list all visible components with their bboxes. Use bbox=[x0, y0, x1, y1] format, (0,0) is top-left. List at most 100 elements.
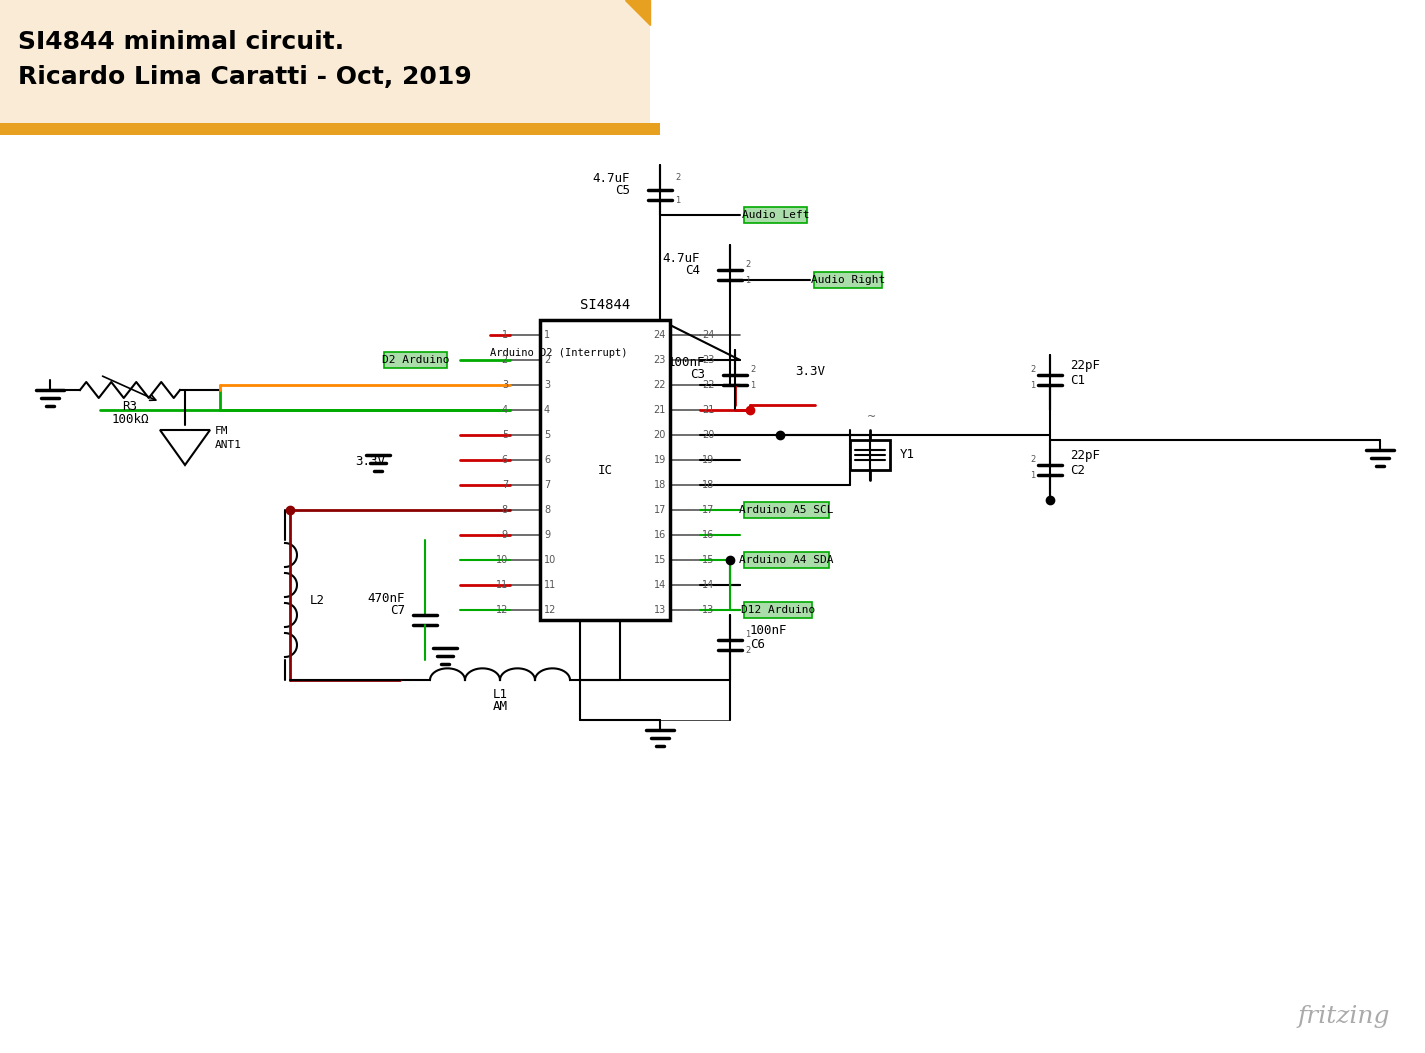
Text: C2: C2 bbox=[1070, 463, 1084, 477]
Text: 6: 6 bbox=[502, 455, 507, 465]
FancyBboxPatch shape bbox=[744, 552, 829, 568]
FancyBboxPatch shape bbox=[744, 207, 807, 223]
Text: 1: 1 bbox=[544, 330, 550, 340]
Text: 21: 21 bbox=[703, 405, 714, 415]
Text: 4: 4 bbox=[544, 405, 550, 415]
Text: 3: 3 bbox=[544, 380, 550, 390]
Text: 18: 18 bbox=[703, 480, 714, 490]
Text: 470nF: 470nF bbox=[368, 592, 405, 604]
Text: 1: 1 bbox=[745, 630, 750, 639]
FancyBboxPatch shape bbox=[744, 502, 829, 518]
Text: 2: 2 bbox=[745, 260, 750, 269]
Text: 13: 13 bbox=[703, 605, 714, 615]
Text: 22: 22 bbox=[703, 380, 714, 390]
Text: 4.7uF: 4.7uF bbox=[593, 172, 630, 184]
Text: C3: C3 bbox=[690, 369, 705, 381]
Text: IC: IC bbox=[597, 463, 613, 477]
Bar bbox=[0, 123, 660, 135]
Text: 1: 1 bbox=[745, 276, 750, 285]
Text: 18: 18 bbox=[654, 480, 665, 490]
Text: SI4844: SI4844 bbox=[580, 298, 630, 312]
Text: 20: 20 bbox=[654, 430, 665, 440]
Text: D2 Arduino: D2 Arduino bbox=[382, 355, 449, 365]
Text: 2: 2 bbox=[1030, 455, 1035, 464]
FancyBboxPatch shape bbox=[814, 272, 882, 289]
Text: Arduino D2 (Interrupt): Arduino D2 (Interrupt) bbox=[490, 347, 627, 358]
Text: 21: 21 bbox=[654, 405, 665, 415]
FancyBboxPatch shape bbox=[744, 602, 812, 618]
Text: 14: 14 bbox=[703, 580, 714, 590]
Text: 16: 16 bbox=[703, 530, 714, 540]
Text: 11: 11 bbox=[544, 580, 556, 590]
Text: C6: C6 bbox=[750, 638, 765, 652]
Text: 17: 17 bbox=[654, 505, 665, 515]
Bar bbox=[540, 320, 670, 620]
Text: SI4844 minimal circuit.: SI4844 minimal circuit. bbox=[19, 29, 343, 54]
Text: 17: 17 bbox=[703, 505, 714, 515]
Bar bbox=[849, 440, 891, 470]
Text: 8: 8 bbox=[544, 505, 550, 515]
Text: 4: 4 bbox=[502, 405, 507, 415]
Text: 6: 6 bbox=[544, 455, 550, 465]
Text: Y1: Y1 bbox=[901, 449, 915, 461]
Text: Ricardo Lima Caratti - Oct, 2019: Ricardo Lima Caratti - Oct, 2019 bbox=[19, 65, 472, 90]
Text: 24: 24 bbox=[703, 330, 714, 340]
Text: 22pF: 22pF bbox=[1070, 450, 1100, 462]
Text: ~: ~ bbox=[866, 412, 876, 422]
Text: 22: 22 bbox=[654, 380, 665, 390]
Text: 12: 12 bbox=[496, 605, 507, 615]
Text: 22pF: 22pF bbox=[1070, 359, 1100, 373]
Text: 19: 19 bbox=[703, 455, 714, 465]
Text: C5: C5 bbox=[616, 183, 630, 197]
Text: Arduino A4 SDA: Arduino A4 SDA bbox=[740, 555, 834, 565]
Text: 1: 1 bbox=[502, 330, 507, 340]
Text: 1: 1 bbox=[675, 196, 680, 205]
Text: fritzing: fritzing bbox=[1298, 1005, 1389, 1028]
Text: Audio Left: Audio Left bbox=[742, 210, 809, 220]
Text: 1: 1 bbox=[1030, 381, 1035, 390]
Text: 10: 10 bbox=[544, 555, 556, 565]
Text: C4: C4 bbox=[685, 263, 700, 277]
Text: C1: C1 bbox=[1070, 374, 1084, 386]
Text: ANT1: ANT1 bbox=[215, 440, 242, 450]
Text: 10: 10 bbox=[496, 555, 507, 565]
Bar bbox=[0, 0, 650, 130]
Text: 2: 2 bbox=[502, 355, 507, 365]
Text: 3: 3 bbox=[502, 380, 507, 390]
Text: 15: 15 bbox=[703, 555, 714, 565]
Text: 7: 7 bbox=[544, 480, 550, 490]
Text: 16: 16 bbox=[654, 530, 665, 540]
Text: L1: L1 bbox=[493, 688, 507, 701]
Text: Arduino A5 SCL: Arduino A5 SCL bbox=[740, 505, 834, 515]
Text: C7: C7 bbox=[390, 603, 405, 616]
Text: 23: 23 bbox=[703, 355, 714, 365]
Text: 1: 1 bbox=[750, 381, 755, 390]
Text: R3: R3 bbox=[123, 400, 137, 413]
Text: 100kΩ: 100kΩ bbox=[111, 413, 148, 426]
Text: 12: 12 bbox=[544, 605, 556, 615]
Text: L2: L2 bbox=[311, 594, 325, 607]
Text: 2: 2 bbox=[745, 645, 750, 655]
Text: 23: 23 bbox=[654, 355, 665, 365]
Text: 100nF: 100nF bbox=[667, 357, 705, 370]
Text: 8: 8 bbox=[502, 505, 507, 515]
Text: 3.3V: 3.3V bbox=[795, 365, 825, 378]
Text: 3.3V: 3.3V bbox=[355, 455, 385, 468]
Text: 2: 2 bbox=[544, 355, 550, 365]
Text: 2: 2 bbox=[1030, 365, 1035, 374]
Text: 1: 1 bbox=[1030, 471, 1035, 480]
FancyBboxPatch shape bbox=[383, 352, 447, 367]
Text: 2: 2 bbox=[675, 173, 680, 182]
Text: 15: 15 bbox=[654, 555, 665, 565]
Text: 9: 9 bbox=[544, 530, 550, 540]
Polygon shape bbox=[626, 0, 650, 25]
Text: AM: AM bbox=[493, 700, 507, 713]
Text: 4.7uF: 4.7uF bbox=[663, 252, 700, 264]
Text: 5: 5 bbox=[502, 430, 507, 440]
Text: 19: 19 bbox=[654, 455, 665, 465]
Text: 20: 20 bbox=[703, 430, 714, 440]
Text: D12 Arduino: D12 Arduino bbox=[741, 605, 815, 615]
Text: 7: 7 bbox=[502, 480, 507, 490]
Text: 5: 5 bbox=[544, 430, 550, 440]
Text: 13: 13 bbox=[654, 605, 665, 615]
